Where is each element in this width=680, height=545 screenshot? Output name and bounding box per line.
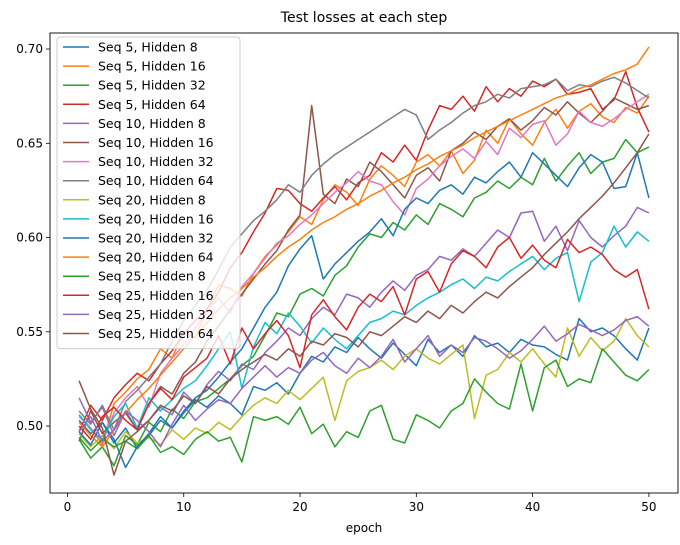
plot-frame <box>49 32 679 494</box>
legend-label-7: Seq 10, Hidden 32 <box>98 154 214 169</box>
legend-label-10: Seq 20, Hidden 16 <box>98 211 214 226</box>
legend-label-3: Seq 5, Hidden 32 <box>98 78 206 93</box>
y-tick-label-4: 0.70 <box>16 42 43 56</box>
legend: Seq 5, Hidden 8 Seq 5, Hidden 16 Seq 5, Hi… <box>56 36 241 350</box>
legend-label-13: Seq 25, Hidden 8 <box>98 269 206 284</box>
series-line-14 <box>78 236 650 441</box>
legend-label-1: Seq 5, Hidden 8 <box>98 40 198 55</box>
series-line-16 <box>78 133 650 476</box>
y-axis: 0.50 0.55 0.60 0.65 0.70 <box>16 42 50 433</box>
legend-label-14: Seq 25, Hidden 16 <box>98 288 214 303</box>
legend-label-11: Seq 20, Hidden 32 <box>98 231 214 246</box>
series-line-6 <box>78 97 650 442</box>
x-axis-label: epoch <box>346 521 383 535</box>
chart-title: Test losses at each step <box>280 10 448 26</box>
series-layer <box>78 46 650 476</box>
y-tick-label-0: 0.50 <box>16 419 43 433</box>
series-line-7 <box>78 93 650 444</box>
legend-label-4: Seq 5, Hidden 64 <box>98 97 206 112</box>
legend-label-15: Seq 25, Hidden 32 <box>98 307 214 322</box>
legend-label-8: Seq 10, Hidden 64 <box>98 173 214 188</box>
y-tick-label-3: 0.65 <box>16 136 43 150</box>
series-line-9 <box>78 317 650 450</box>
legend-label-5: Seq 10, Hidden 8 <box>98 116 206 131</box>
series-line-5 <box>78 206 650 437</box>
legend-label-9: Seq 20, Hidden 8 <box>98 192 206 207</box>
x-tick-label-5: 50 <box>641 500 656 514</box>
x-axis: 0 10 20 30 40 50 <box>64 493 657 514</box>
legend-label-16: Seq 25, Hidden 64 <box>98 326 214 341</box>
series-line-15 <box>78 315 650 448</box>
x-tick-label-4: 40 <box>525 500 540 514</box>
legend-label-6: Seq 10, Hidden 16 <box>98 135 214 150</box>
x-tick-label-2: 20 <box>292 500 307 514</box>
series-line-13 <box>78 348 650 463</box>
y-tick-label-2: 0.60 <box>16 231 43 245</box>
legend-label-2: Seq 5, Hidden 16 <box>98 59 206 74</box>
x-tick-label-0: 0 <box>64 500 72 514</box>
x-tick-label-3: 30 <box>409 500 424 514</box>
series-line-2 <box>78 95 650 446</box>
series-line-12 <box>78 46 650 448</box>
series-line-10 <box>78 225 650 441</box>
y-tick-label-1: 0.55 <box>16 325 43 339</box>
x-tick-label-1: 10 <box>176 500 191 514</box>
legend-label-12: Seq 20, Hidden 64 <box>98 250 214 265</box>
legend-box <box>56 36 241 350</box>
series-line-11 <box>78 151 650 469</box>
